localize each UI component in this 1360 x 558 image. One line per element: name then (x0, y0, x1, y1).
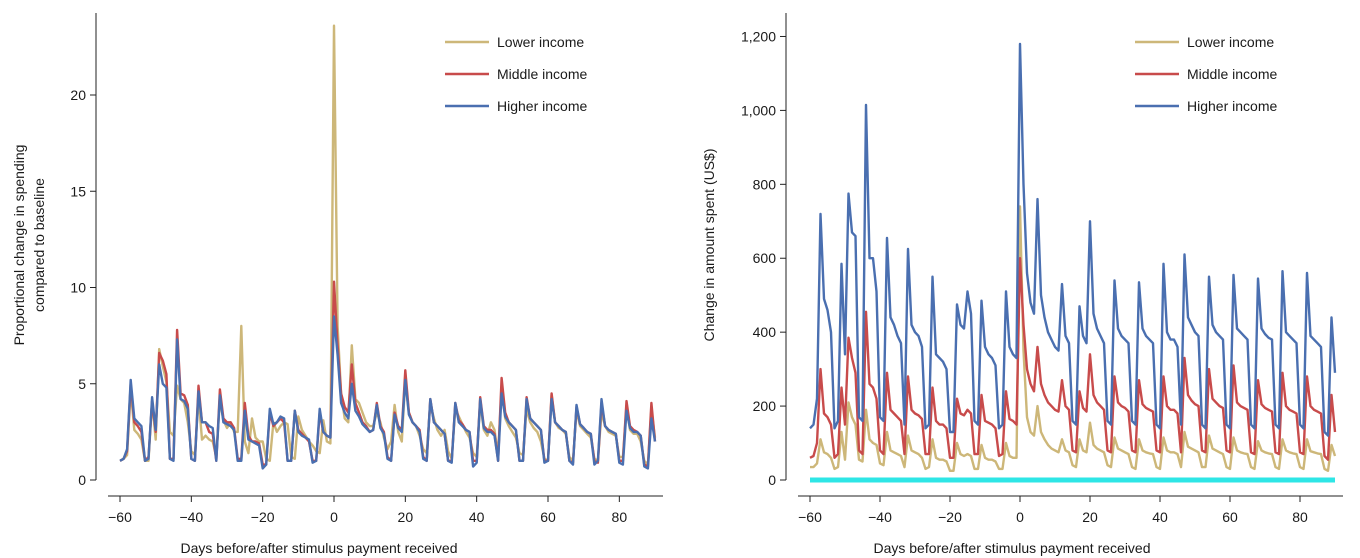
chart-left-x-tick-label: 20 (398, 509, 414, 525)
chart-left-legend-label-lower: Lower income (497, 34, 584, 50)
chart-left-legend-label-middle: Middle income (497, 66, 587, 82)
chart-right-series-higher-income (809, 42, 1337, 437)
chart-right-series-lower-income (810, 205, 1337, 472)
chart-left-y-tick-label: 20 (70, 87, 86, 103)
chart-right-x-tick-label: 40 (1152, 509, 1168, 525)
chart-right-y-tick-label: 0 (768, 472, 776, 488)
chart-right-y-tick-label: 800 (753, 176, 777, 192)
chart-left-y-tick-label: 10 (70, 280, 86, 296)
chart-left-y-axis-title-line-1: Proportional change in spending (11, 145, 27, 346)
chart-left-x-tick-label: 80 (612, 509, 628, 525)
chart-left-x-tick-label: 60 (540, 509, 556, 525)
chart-right-x-axis-title: Days before/after stimulus payment recei… (873, 540, 1150, 556)
chart-right-legend-label-middle: Middle income (1187, 66, 1277, 82)
chart-left-axes: 0 5 10 15 20 −60 −40 −20 0 20 40 60 80 (70, 13, 663, 525)
chart-left-series (119, 24, 657, 470)
chart-right-y-tick-label: 1,000 (741, 102, 776, 118)
chart-right-y-tick-label: 600 (753, 250, 777, 266)
chart-left-x-tick-label: −40 (179, 509, 203, 525)
chart-right-y-axis-title: Change in amount spent (US$) (701, 149, 717, 342)
chart-right-axes: 0 200 400 600 800 1,000 1,200 −60 −40 −20 0 20 40 60 8… (741, 13, 1343, 525)
chart-right-x-tick-label: 80 (1292, 509, 1308, 525)
chart-left-x-tick-label: −60 (108, 509, 132, 525)
chart-left-series-higher-income (119, 315, 657, 470)
chart-left-legend: Lower income Middle income Higher income (445, 34, 587, 114)
chart-right-legend: Lower income Middle income Higher income (1135, 34, 1277, 114)
chart-right-x-tick-label: 0 (1016, 509, 1024, 525)
chart-right-x-tick-label: 60 (1222, 509, 1238, 525)
chart-right-y-tick-label: 400 (753, 324, 777, 340)
chart-right-legend-label-higher: Higher income (1187, 98, 1277, 114)
chart-right-x-tick-label: −60 (798, 509, 822, 525)
chart-left-y-tick-label: 15 (70, 183, 86, 199)
chart-left-y-tick-label: 5 (78, 376, 86, 392)
chart-right: 0 200 400 600 800 1,000 1,200 −60 −40 −20 0 20 40 60 8… (701, 13, 1343, 556)
chart-left-y-axis-title-line-2: compared to baseline (31, 178, 47, 312)
chart-left-x-tick-label: −20 (251, 509, 275, 525)
chart-left-x-tick-label: 40 (469, 509, 485, 525)
chart-right-x-tick-label: 20 (1082, 509, 1098, 525)
chart-right-x-tick-label: −20 (938, 509, 962, 525)
chart-left-x-axis-title: Days before/after stimulus payment recei… (180, 540, 457, 556)
chart-left-legend-label-higher: Higher income (497, 98, 587, 114)
chart-right-series (809, 42, 1337, 483)
chart-left: 0 5 10 15 20 −60 −40 −20 0 20 40 60 80 Lower income M… (11, 13, 663, 556)
chart-right-legend-label-lower: Lower income (1187, 34, 1274, 50)
chart-right-y-tick-label: 200 (753, 398, 777, 414)
chart-right-y-tick-label: 1,200 (741, 28, 776, 44)
chart-left-x-tick-label: 0 (330, 509, 338, 525)
chart-right-series-middle-income (809, 257, 1337, 461)
chart-left-y-tick-label: 0 (78, 472, 86, 488)
chart-right-x-tick-label: −40 (868, 509, 892, 525)
